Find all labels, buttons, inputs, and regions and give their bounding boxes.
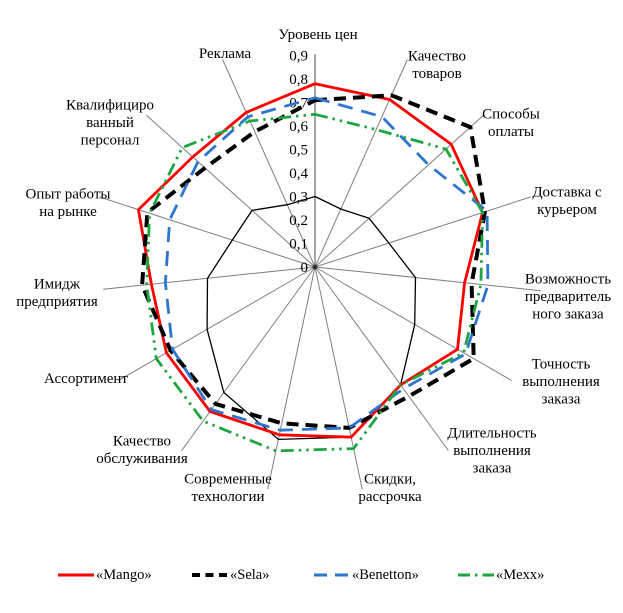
axis-label-13: Квалифициро ванный персонал bbox=[66, 98, 154, 149]
axis-spoke bbox=[130, 266, 316, 374]
axis-label-5: Точность выполнения заказа bbox=[522, 357, 600, 408]
axis-label-leader bbox=[267, 475, 272, 490]
legend-label: «Mexx» bbox=[496, 566, 545, 583]
axis-label-leader bbox=[118, 373, 131, 381]
axis-label-9: Качество обслуживания bbox=[96, 433, 188, 467]
axis-label-8: Современные технологии bbox=[184, 471, 272, 505]
tick-label: 0,4 bbox=[289, 166, 308, 182]
legend-marker-solid-red bbox=[58, 573, 94, 577]
axis-label-leader bbox=[499, 373, 512, 381]
axis-label-2: Способы оплаты bbox=[482, 107, 540, 140]
axis-label-6: Длительность выполнения заказа bbox=[447, 426, 536, 477]
series-polygon-reference bbox=[206, 195, 417, 441]
axis-label-11: Имидж предприятия bbox=[16, 276, 98, 310]
axis-spoke bbox=[314, 266, 441, 440]
axis-label-leader bbox=[98, 196, 113, 202]
chart-center-dot bbox=[312, 264, 318, 270]
tick-label: 0 bbox=[301, 260, 309, 276]
series-polygon-mexx bbox=[145, 112, 485, 453]
axis-spoke bbox=[270, 266, 316, 476]
legend-item-benetton: «Benetton» bbox=[314, 565, 419, 585]
axis-label-leader bbox=[439, 438, 449, 451]
series-polygon-benetton bbox=[163, 96, 490, 432]
axis-label-leader bbox=[401, 59, 408, 73]
axis-label-12: Опыт работы на рынке bbox=[26, 186, 111, 220]
axis-spoke bbox=[314, 72, 403, 268]
axis-label-4: Возможность предваритель ного заказа bbox=[525, 272, 611, 323]
legend-marker-dashed-blue bbox=[314, 573, 350, 577]
legend-marker-dashed-black bbox=[192, 573, 228, 577]
axis-label-leader bbox=[526, 288, 541, 292]
series-polygon-sela bbox=[140, 93, 487, 430]
axis-spoke bbox=[103, 266, 316, 290]
axis-spoke bbox=[314, 266, 500, 374]
legend-marker-dashdot-green bbox=[458, 573, 494, 577]
axis-label-10: Ассортимент bbox=[44, 371, 128, 387]
tick-label: 0,2 bbox=[289, 213, 308, 229]
axis-label-leader bbox=[181, 438, 191, 451]
legend-item-mango: «Mango» bbox=[58, 565, 152, 585]
axis-label-14: Реклама bbox=[199, 46, 252, 62]
axis-spoke bbox=[314, 266, 527, 290]
legend-label: «Mango» bbox=[96, 566, 152, 583]
tick-label: 0,3 bbox=[289, 190, 308, 206]
axis-label-leader bbox=[358, 475, 363, 490]
axis-label-3: Доставка с курьером bbox=[532, 184, 602, 218]
axis-label-leader bbox=[517, 196, 532, 202]
axis-label-leader bbox=[472, 114, 485, 125]
axis-spoke bbox=[314, 266, 360, 476]
tick-label: 0,5 bbox=[289, 143, 308, 159]
chart-legend: «Mango» «Sela» «Benetton» «Mexx» bbox=[0, 565, 623, 591]
axis-label-1: Качество товаров bbox=[408, 49, 466, 83]
axis-label-7: Скидки, рассрочка bbox=[358, 471, 422, 505]
tick-label: 0,8 bbox=[289, 72, 308, 88]
axis-spoke bbox=[227, 72, 316, 268]
axis-spoke bbox=[112, 200, 316, 268]
legend-label: «Sela» bbox=[230, 566, 270, 583]
tick-label: 0,9 bbox=[289, 49, 308, 65]
tick-label: 0,6 bbox=[289, 119, 308, 135]
legend-label: «Benetton» bbox=[352, 566, 419, 583]
legend-item-sela: «Sela» bbox=[192, 565, 269, 585]
axis-spoke bbox=[156, 124, 316, 268]
axis-label-leader bbox=[222, 59, 229, 73]
tick-label: 0,1 bbox=[289, 237, 308, 253]
axis-spoke bbox=[314, 124, 474, 268]
legend-item-mexx: «Mexx» bbox=[458, 565, 544, 585]
axis-label-0: Уровень цен bbox=[278, 27, 357, 43]
series-polygon-mango bbox=[136, 82, 485, 439]
axis-label-leader bbox=[145, 114, 158, 125]
